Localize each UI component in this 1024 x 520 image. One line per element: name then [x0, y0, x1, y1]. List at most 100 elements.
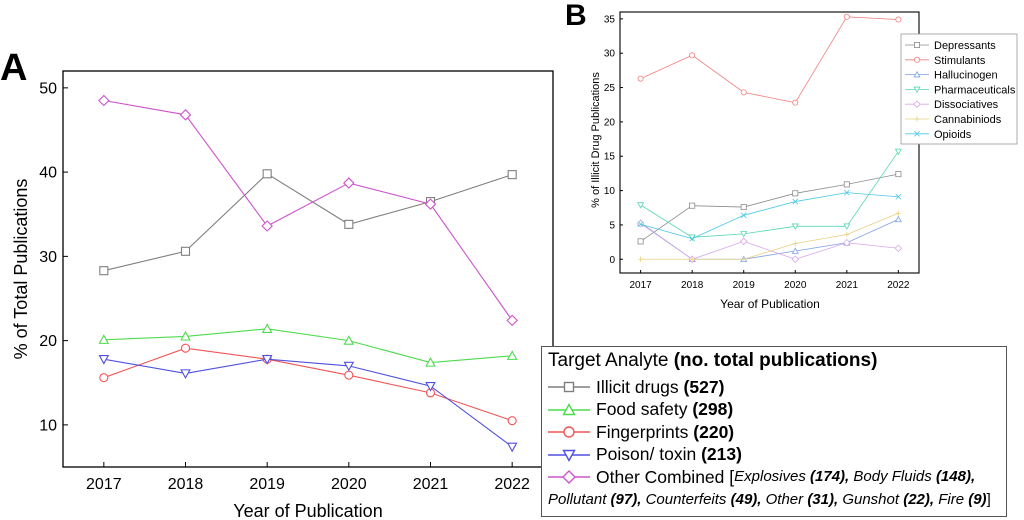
panel-a-point-food-safety: [343, 335, 355, 345]
panel-b-point-depressants: [689, 202, 696, 209]
panel-b-point-stimulants: [689, 52, 696, 59]
panel-b-y-tick-label: 10: [604, 186, 616, 197]
legend-marker-food-safety: [548, 402, 590, 415]
panel-a-x-tick-label: 2022: [494, 476, 530, 493]
panel-b-axes: 2017 2018 2019 2020 2021 2022 0 5 10 15 20 25 30 35: [604, 14, 910, 291]
panel-a-point-other-combined: [424, 198, 437, 210]
legend-title-bold: (no. total publications): [673, 350, 878, 371]
panel-b-point-opioids: [895, 193, 902, 200]
legend-marker-fingerprints: [548, 426, 590, 438]
panel-a-point-other-combined: [261, 220, 273, 232]
panel-a-legend: Target Analyte (no. total publications) …: [541, 346, 1007, 517]
panel-a-x-tick-label: 2017: [86, 476, 122, 493]
panel-b-series-line-pharmaceuticals: [640, 151, 899, 238]
panel-b-y-tick-label: 35: [604, 14, 616, 25]
panel-b-point-cannabiniods: [895, 210, 901, 216]
panel-b-x-tick-label: 2019: [733, 280, 756, 291]
panel-b-point-stimulants: [740, 89, 747, 96]
panel-b-point-stimulants: [843, 13, 850, 20]
panel-b-point-cannabiniods: [638, 256, 644, 262]
legend-label-fingerprints: Fingerprints: [596, 421, 689, 442]
panel-b-point-opioids: [637, 221, 644, 228]
panel-a-y-tick-label: 10: [39, 417, 57, 434]
legend-b-label-stimulants: Stimulants: [934, 55, 986, 67]
panel-a-series-line-food-safety: [103, 328, 513, 364]
legend-entry-illicit-drugs: Illicit drugs (527): [548, 376, 1000, 399]
panel-b-series-line-opioids: [640, 192, 899, 240]
panel-b-y-tick-label: 20: [604, 117, 616, 128]
panel-a-y-tick-label: 30: [39, 249, 57, 266]
legend-title-text: Target Analyte: [548, 350, 669, 371]
panel-a-y-tick-label: 20: [39, 333, 57, 350]
legend-b-marker-hallucinogen: [913, 70, 921, 78]
panel-a-point-other-combined: [506, 314, 518, 327]
panel-a-axes: 2017 2018 2019 2020 2021 2022 10 20 30 40 50: [39, 80, 530, 493]
panel-a-series-line-illicit-drugs: [103, 173, 513, 272]
legend-b-label-opioids: Opioids: [934, 129, 972, 141]
legend-count-illicit-drugs: (527): [683, 376, 725, 397]
panel-b-y-axis-label: % of Illicit Drug Publications: [590, 72, 602, 208]
panel-a-point-fingerprints: [507, 416, 517, 426]
panel-b-series-line-hallucinogen: [640, 219, 899, 260]
panel-b-point-hallucinogen: [894, 215, 902, 223]
panel-b-point-opioids: [792, 198, 799, 205]
panel-a-point-illicit-drugs: [180, 246, 191, 256]
legend-other-body-fluids: Body Fluids: [853, 468, 936, 486]
panel-b-point-stimulants: [792, 99, 799, 106]
panel-b-point-cannabiniods: [844, 231, 850, 238]
legend-other-items-line1: Explosives (174), Body Fluids (148),: [734, 466, 975, 488]
panel-a-point-poison-toxin: [343, 361, 355, 372]
panel-b-x-tick-label: 2017: [629, 280, 652, 291]
panel-a-point-other-combined: [343, 177, 355, 189]
panel-b-point-dissociatives: [843, 238, 851, 247]
panel-b-point-opioids: [843, 189, 850, 196]
panel-b-series: [636, 13, 903, 264]
panel-b-point-opioids: [740, 212, 747, 219]
legend-other-count-pollutant: (97),: [610, 490, 642, 508]
panel-b-point-hallucinogen: [791, 247, 799, 254]
panel-b-point-depressants: [740, 204, 747, 211]
panel-b-y-tick-label: 30: [604, 49, 616, 60]
legend-count-food-safety: (298): [692, 399, 734, 420]
legend-label-illicit-drugs: Illicit drugs: [596, 376, 679, 397]
panel-a-point-food-safety: [98, 334, 110, 344]
legend-marker-illicit-drugs: [548, 382, 590, 393]
legend-entry-poison-toxin: Poison/ toxin (213): [548, 444, 1000, 467]
legend-label-poison-toxin: Poison/ toxin: [596, 444, 697, 465]
panel-b-y-tick-label: 5: [609, 220, 615, 231]
panel-b-x-tick-label: 2022: [887, 280, 910, 291]
panel-a-point-food-safety: [506, 350, 518, 360]
legend-other-fire: Fire: [938, 490, 969, 508]
panel-a-point-other-combined: [98, 94, 110, 107]
panel-a-series-line-other-combined: [103, 99, 513, 321]
panel-b-x-tick-label: 2020: [784, 280, 807, 291]
legend-other-pollutant: Pollutant: [548, 490, 611, 508]
panel-b-point-cannabiniods: [741, 256, 747, 262]
legend-b-marker-stimulants: [914, 56, 921, 63]
panel-a-x-tick-label: 2021: [413, 476, 449, 493]
panel-a-point-poison-toxin: [261, 355, 273, 365]
panel-a-point-fingerprints: [344, 370, 354, 380]
legend-b-marker-cannabiniods: [914, 116, 920, 122]
panel-b-legend: Depressants Stimulants Hallucinogen Pharmac…: [900, 33, 1018, 145]
panel-a-point-food-safety: [180, 330, 191, 341]
panel-b-point-pharmaceuticals: [637, 202, 645, 209]
panel-b-series-line-cannabiniods: [640, 212, 899, 260]
panel-a-label: A: [0, 47, 27, 89]
panel-b-point-opioids: [689, 235, 696, 242]
legend-b-marker-opioids: [914, 130, 920, 137]
legend-other-count-gunshot: (22),: [903, 490, 935, 508]
panel-a-series: [98, 94, 518, 453]
panel-b-point-pharmaceuticals: [791, 223, 799, 230]
legend-b-marker-dissociatives: [913, 100, 921, 109]
panel-a-point-poison-toxin: [425, 381, 436, 392]
legend-bracket-close: ]: [986, 490, 991, 508]
panel-b-point-stimulants: [637, 75, 644, 82]
panel-b-x-axis-label: Year of Publication: [720, 297, 820, 311]
legend-label-food-safety: Food safety: [596, 399, 688, 420]
panel-b-point-dissociatives: [739, 237, 748, 246]
legend-b-label-hallucinogen: Hallucinogen: [934, 70, 998, 82]
legend-other-count-explosives: (174),: [810, 468, 850, 486]
legend-title: Target Analyte (no. total publications): [548, 350, 1000, 372]
panel-a-y-tick-label: 50: [39, 80, 57, 97]
